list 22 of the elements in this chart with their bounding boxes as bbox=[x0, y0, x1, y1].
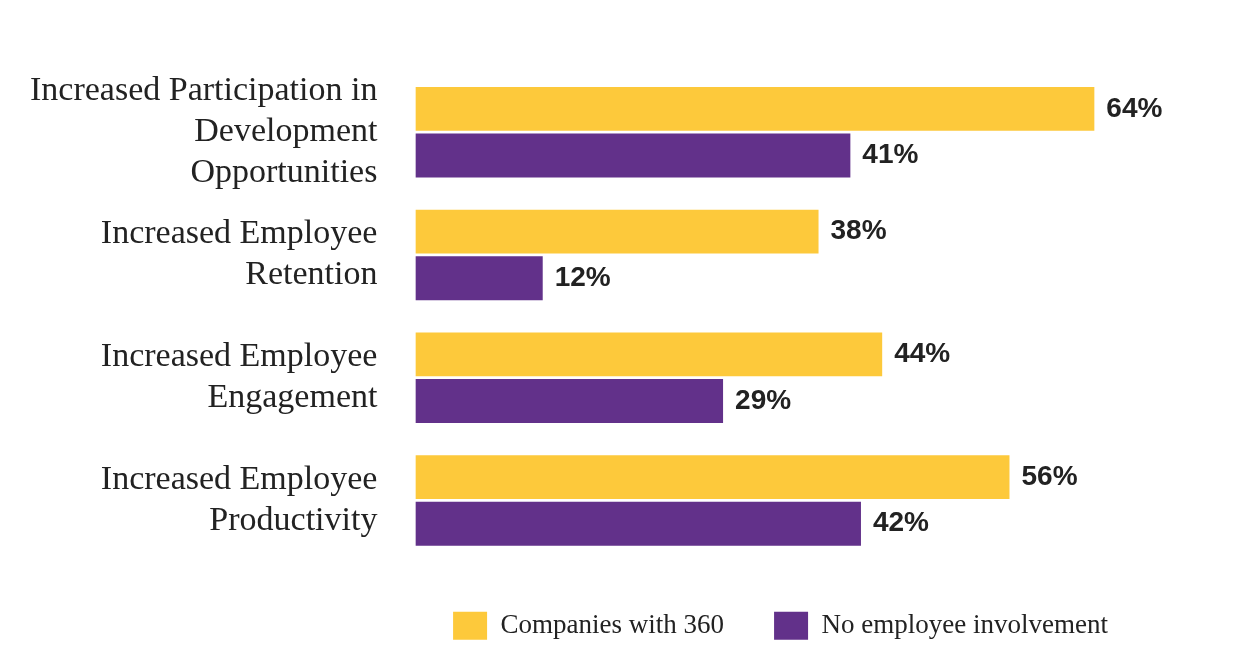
data-label: 38% bbox=[830, 214, 887, 246]
y-tick-label: Increased Employee Retention bbox=[100, 213, 378, 292]
bar bbox=[415, 332, 883, 377]
data-label: 64% bbox=[1106, 91, 1163, 123]
y-tick-label: Increased Employee Productivity bbox=[100, 458, 378, 537]
data-label: 42% bbox=[872, 506, 930, 538]
bar bbox=[415, 501, 861, 546]
legend-label: No employee involvement bbox=[821, 608, 1109, 639]
bar bbox=[415, 379, 724, 423]
data-label: 56% bbox=[1021, 459, 1078, 491]
data-label: 12% bbox=[554, 260, 611, 292]
y-tick-label: Increased Employee Engagement bbox=[100, 336, 378, 414]
data-label: 44% bbox=[894, 337, 951, 369]
bar bbox=[415, 86, 1095, 131]
bar bbox=[415, 256, 543, 301]
y-tick-label: Increased Participation in Development Opportunities bbox=[30, 70, 378, 189]
data-label: 29% bbox=[735, 383, 792, 415]
bar bbox=[415, 209, 819, 254]
bar bbox=[415, 133, 851, 178]
legend-label: Companies with 360 bbox=[500, 608, 725, 639]
bar bbox=[415, 455, 1010, 500]
data-label: 41% bbox=[862, 138, 919, 170]
